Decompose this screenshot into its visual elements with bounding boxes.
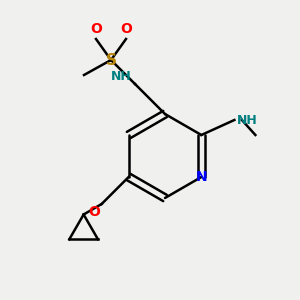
Text: O: O (90, 22, 102, 36)
Text: N: N (196, 170, 207, 184)
Text: NH: NH (237, 113, 258, 127)
Text: O: O (120, 22, 132, 36)
Text: S: S (106, 52, 116, 68)
Text: NH: NH (111, 70, 132, 83)
Text: O: O (88, 206, 100, 220)
